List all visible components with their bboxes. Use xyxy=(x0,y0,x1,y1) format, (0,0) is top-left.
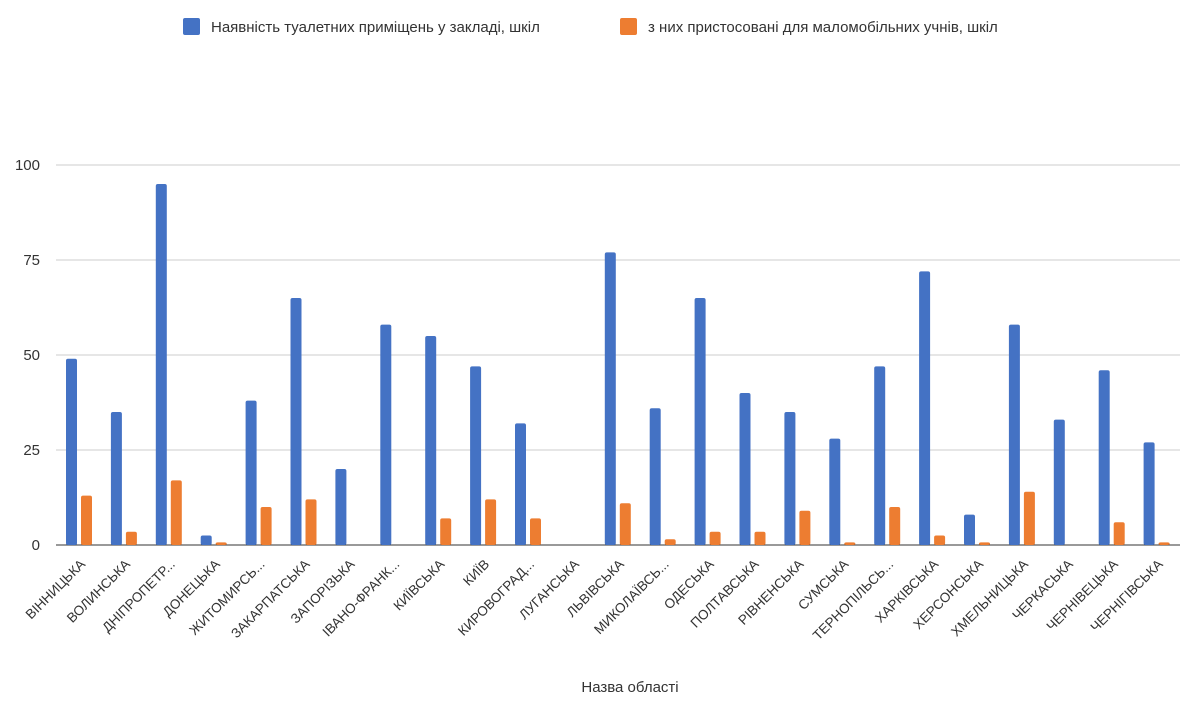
legend-item: Наявність туалетних приміщень у закладі,… xyxy=(183,18,540,36)
x-tick-label: ЖИТОМИРСЬ... xyxy=(186,557,267,638)
bar-toilets-3 xyxy=(200,535,212,545)
bar-toilets-17 xyxy=(829,438,841,545)
bar-accessible-15 xyxy=(754,531,766,545)
bar-accessible-4 xyxy=(260,507,272,545)
legend-label: з них пристосовані для маломобільних учн… xyxy=(648,19,998,36)
bar-toilets-1 xyxy=(110,412,122,545)
bar-toilets-24 xyxy=(1143,442,1155,545)
bar-accessible-0 xyxy=(81,495,92,545)
x-axis-title: Назва області xyxy=(581,679,678,696)
y-tick-label: 0 xyxy=(32,537,40,554)
bar-accessible-23 xyxy=(1113,522,1125,545)
bar-toilets-0 xyxy=(66,358,77,545)
bar-accessible-3 xyxy=(215,542,227,545)
x-tick-label: ІВАНО-ФРАНК... xyxy=(319,557,402,640)
bar-accessible-20 xyxy=(979,542,990,545)
bar-toilets-5 xyxy=(290,298,302,545)
bar-accessible-2 xyxy=(170,480,182,545)
legend-swatch xyxy=(620,18,637,35)
bar-accessible-12 xyxy=(619,503,631,545)
grid-lines xyxy=(56,164,1180,546)
bar-toilets-18 xyxy=(874,366,886,545)
x-tick-label: ЗАКАРПАТСЬКА xyxy=(228,557,312,641)
x-tick-label: ТЕРНОПІЛЬСЬ... xyxy=(810,557,896,643)
bar-toilets-19 xyxy=(919,271,931,545)
bar-accessible-13 xyxy=(664,539,676,545)
bar-accessible-5 xyxy=(305,499,317,545)
bar-toilets-10 xyxy=(515,423,526,545)
bar-toilets-16 xyxy=(784,412,796,545)
y-tick-label: 50 xyxy=(23,347,40,364)
bar-toilets-7 xyxy=(380,324,392,545)
bars xyxy=(66,184,1170,545)
bar-accessible-14 xyxy=(709,531,721,545)
bar-toilets-4 xyxy=(245,400,257,545)
legend: Наявність туалетних приміщень у закладі,… xyxy=(183,18,998,36)
bar-toilets-9 xyxy=(470,366,482,545)
bar-accessible-8 xyxy=(440,518,452,545)
bar-accessible-16 xyxy=(799,510,811,545)
x-tick-label: ХМЕЛЬНИЦЬКА xyxy=(948,557,1031,640)
bar-toilets-12 xyxy=(604,252,616,545)
bar-toilets-23 xyxy=(1098,370,1110,545)
x-tick-label: КИЇВ xyxy=(460,557,492,589)
bar-accessible-24 xyxy=(1158,542,1170,545)
bar-accessible-18 xyxy=(889,507,901,545)
legend-label: Наявність туалетних приміщень у закладі,… xyxy=(211,19,540,36)
bar-toilets-15 xyxy=(739,393,751,545)
legend-item: з них пристосовані для маломобільних учн… xyxy=(620,18,998,36)
y-tick-label: 75 xyxy=(23,252,40,269)
bar-accessible-19 xyxy=(934,535,946,545)
bar-toilets-8 xyxy=(425,336,437,545)
y-tick-label: 25 xyxy=(23,442,40,459)
bar-toilets-21 xyxy=(1008,324,1020,545)
bar-toilets-6 xyxy=(335,469,347,545)
bar-accessible-10 xyxy=(530,518,541,545)
bar-toilets-22 xyxy=(1053,419,1065,545)
bar-accessible-9 xyxy=(485,499,497,545)
legend-swatch xyxy=(183,18,200,35)
bar-accessible-17 xyxy=(844,542,856,545)
bar-toilets-14 xyxy=(694,298,706,545)
bar-toilets-20 xyxy=(964,514,975,545)
x-axis-labels: ВІННИЦЬКАВОЛИНСЬКАДНІПРОПЕТР...ДОНЕЦЬКАЖ… xyxy=(23,557,1166,643)
bar-toilets-13 xyxy=(649,408,661,545)
bar-toilets-2 xyxy=(155,184,167,545)
y-tick-label: 100 xyxy=(15,157,40,174)
bar-accessible-21 xyxy=(1023,491,1035,545)
bar-accessible-1 xyxy=(125,531,137,545)
y-axis-ticks: 0 25 50 75 100 xyxy=(15,157,40,554)
x-tick-label: КИРОВОГРАД... xyxy=(455,557,537,639)
